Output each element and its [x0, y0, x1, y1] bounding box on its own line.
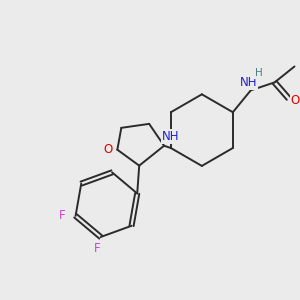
- Text: O: O: [291, 94, 300, 107]
- Text: O: O: [104, 143, 113, 156]
- Text: F: F: [59, 209, 66, 222]
- Text: NH: NH: [240, 76, 257, 89]
- Text: F: F: [93, 242, 100, 255]
- Text: NH: NH: [162, 130, 179, 143]
- Text: H: H: [255, 68, 262, 78]
